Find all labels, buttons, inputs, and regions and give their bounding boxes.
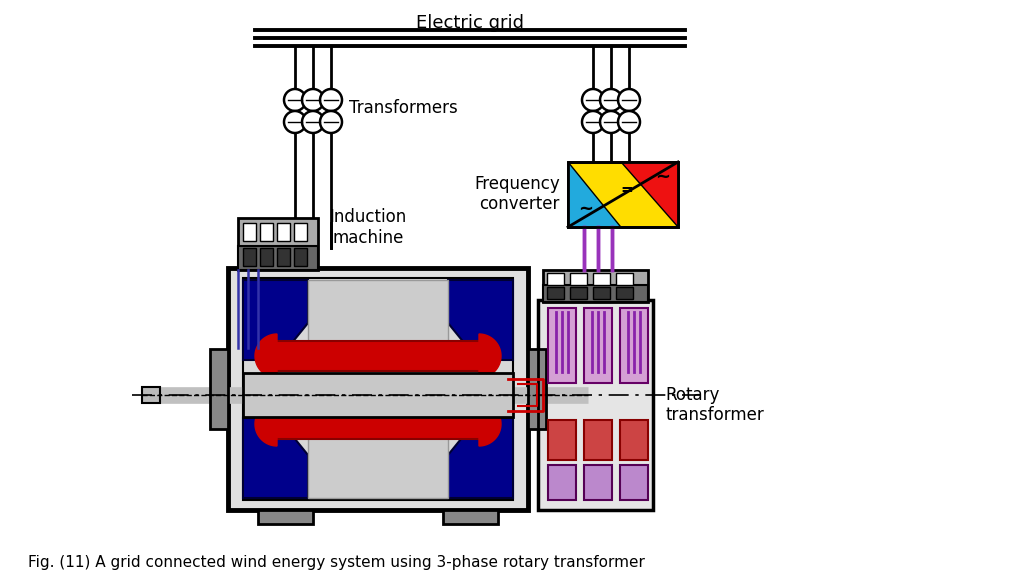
Bar	[210, 349, 228, 429]
Bar	[275, 341, 481, 371]
Bar	[548, 465, 575, 500]
Bar	[528, 349, 546, 429]
Polygon shape	[479, 402, 501, 446]
Bar	[570, 273, 587, 285]
Text: Electric grid: Electric grid	[416, 14, 524, 32]
Bar	[543, 285, 648, 302]
Bar	[228, 268, 528, 510]
Text: ~: ~	[655, 168, 671, 186]
Circle shape	[319, 111, 342, 133]
Bar	[142, 387, 160, 403]
Bar	[543, 270, 648, 302]
Bar	[260, 223, 273, 241]
Polygon shape	[479, 334, 501, 378]
Bar	[294, 248, 307, 266]
Polygon shape	[243, 418, 308, 498]
Bar	[243, 248, 256, 266]
Bar	[308, 413, 449, 498]
Bar	[547, 287, 564, 299]
Bar	[584, 465, 612, 500]
Polygon shape	[568, 162, 621, 227]
Bar	[548, 420, 575, 460]
Bar	[620, 465, 648, 500]
Polygon shape	[449, 280, 513, 360]
Text: Fig. (11) A grid connected wind energy system using 3-phase rotary transformer: Fig. (11) A grid connected wind energy s…	[28, 555, 645, 570]
Polygon shape	[255, 334, 278, 378]
Bar	[593, 273, 610, 285]
Bar	[243, 373, 513, 417]
Circle shape	[618, 89, 640, 111]
Bar	[616, 273, 633, 285]
Bar	[620, 308, 648, 383]
Circle shape	[319, 89, 342, 111]
Bar	[548, 308, 575, 383]
Circle shape	[302, 111, 324, 133]
Circle shape	[600, 111, 622, 133]
Bar	[243, 223, 256, 241]
Bar	[308, 280, 449, 365]
Text: ~: ~	[579, 200, 594, 218]
Circle shape	[618, 111, 640, 133]
Bar	[568, 162, 678, 227]
Bar	[538, 300, 653, 510]
Circle shape	[582, 89, 604, 111]
Bar	[238, 218, 318, 270]
Bar	[443, 510, 498, 524]
Bar	[260, 248, 273, 266]
Polygon shape	[255, 402, 278, 446]
Circle shape	[302, 89, 324, 111]
Bar	[278, 248, 290, 266]
Text: Frequency
converter: Frequency converter	[474, 175, 560, 213]
Polygon shape	[621, 162, 678, 227]
Polygon shape	[449, 418, 513, 498]
Text: Induction
machine: Induction machine	[330, 208, 407, 247]
Bar	[258, 510, 313, 524]
Bar	[570, 287, 587, 299]
Bar	[547, 273, 564, 285]
Circle shape	[284, 111, 306, 133]
Text: Rotary
transformer: Rotary transformer	[665, 385, 764, 425]
Bar	[278, 223, 290, 241]
Polygon shape	[243, 280, 308, 360]
Bar	[238, 246, 318, 270]
Bar	[620, 420, 648, 460]
Bar	[584, 420, 612, 460]
Text: Transformers: Transformers	[349, 99, 458, 117]
Circle shape	[600, 89, 622, 111]
Bar	[616, 287, 633, 299]
Bar	[593, 287, 610, 299]
Circle shape	[284, 89, 306, 111]
Bar	[584, 308, 612, 383]
Circle shape	[582, 111, 604, 133]
Bar	[568, 162, 678, 227]
Text: =: =	[621, 182, 634, 197]
Bar	[294, 223, 307, 241]
Bar	[243, 278, 513, 500]
Bar	[275, 409, 481, 439]
